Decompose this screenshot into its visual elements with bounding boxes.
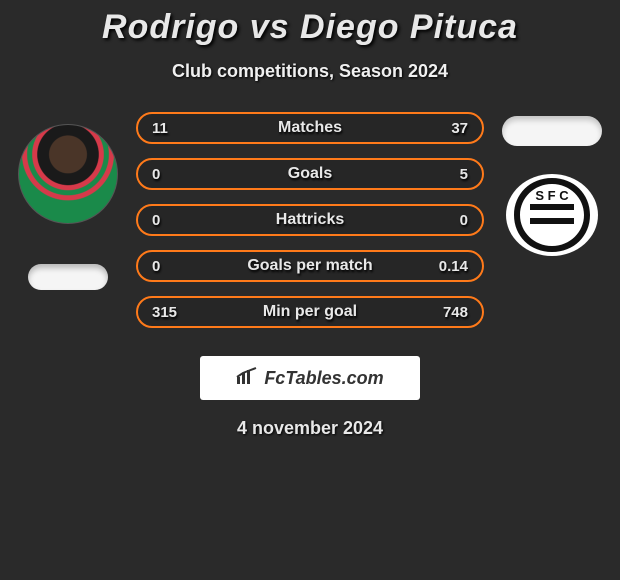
stat-left-value: 0 xyxy=(152,166,160,183)
stat-label: Matches xyxy=(278,119,342,137)
stat-label: Hattricks xyxy=(276,211,344,229)
stat-left-value: 0 xyxy=(152,258,160,275)
stats-bars: 11 Matches 37 0 Goals 5 0 Hattricks 0 0 … xyxy=(128,112,492,342)
stat-label: Min per goal xyxy=(263,303,357,321)
stat-row: 0 Goals 5 xyxy=(136,158,484,190)
stat-row: 0 Goals per match 0.14 xyxy=(136,250,484,282)
stat-right-value: 37 xyxy=(451,120,468,137)
stat-right-value: 0.14 xyxy=(439,258,468,275)
stat-left-value: 0 xyxy=(152,212,160,229)
footer-brand: FcTables.com xyxy=(200,356,420,400)
right-club-badge: S F C xyxy=(502,172,602,258)
right-column: S F C xyxy=(492,112,612,342)
santos-badge-icon: S F C xyxy=(504,172,600,258)
stat-left-value: 315 xyxy=(152,304,177,321)
footer-brand-text: FcTables.com xyxy=(264,368,383,389)
svg-text:S F C: S F C xyxy=(535,188,569,203)
left-player-photo xyxy=(18,124,118,224)
stat-left-value: 11 xyxy=(152,120,168,137)
left-column xyxy=(8,112,128,342)
stat-label: Goals per match xyxy=(247,257,372,275)
page-title: Rodrigo vs Diego Pituca xyxy=(0,8,620,47)
stat-right-value: 748 xyxy=(443,304,468,321)
left-pill xyxy=(28,264,108,290)
right-pill xyxy=(502,116,602,146)
stat-label: Goals xyxy=(288,165,332,183)
stat-right-value: 0 xyxy=(460,212,468,229)
chart-icon xyxy=(236,367,258,390)
date-label: 4 november 2024 xyxy=(0,418,620,439)
main-content: 11 Matches 37 0 Goals 5 0 Hattricks 0 0 … xyxy=(0,112,620,342)
subtitle: Club competitions, Season 2024 xyxy=(0,61,620,82)
stat-row: 11 Matches 37 xyxy=(136,112,484,144)
stat-row: 315 Min per goal 748 xyxy=(136,296,484,328)
stat-row: 0 Hattricks 0 xyxy=(136,204,484,236)
stat-right-value: 5 xyxy=(460,166,468,183)
infographic: Rodrigo vs Diego Pituca Club competition… xyxy=(0,0,620,439)
